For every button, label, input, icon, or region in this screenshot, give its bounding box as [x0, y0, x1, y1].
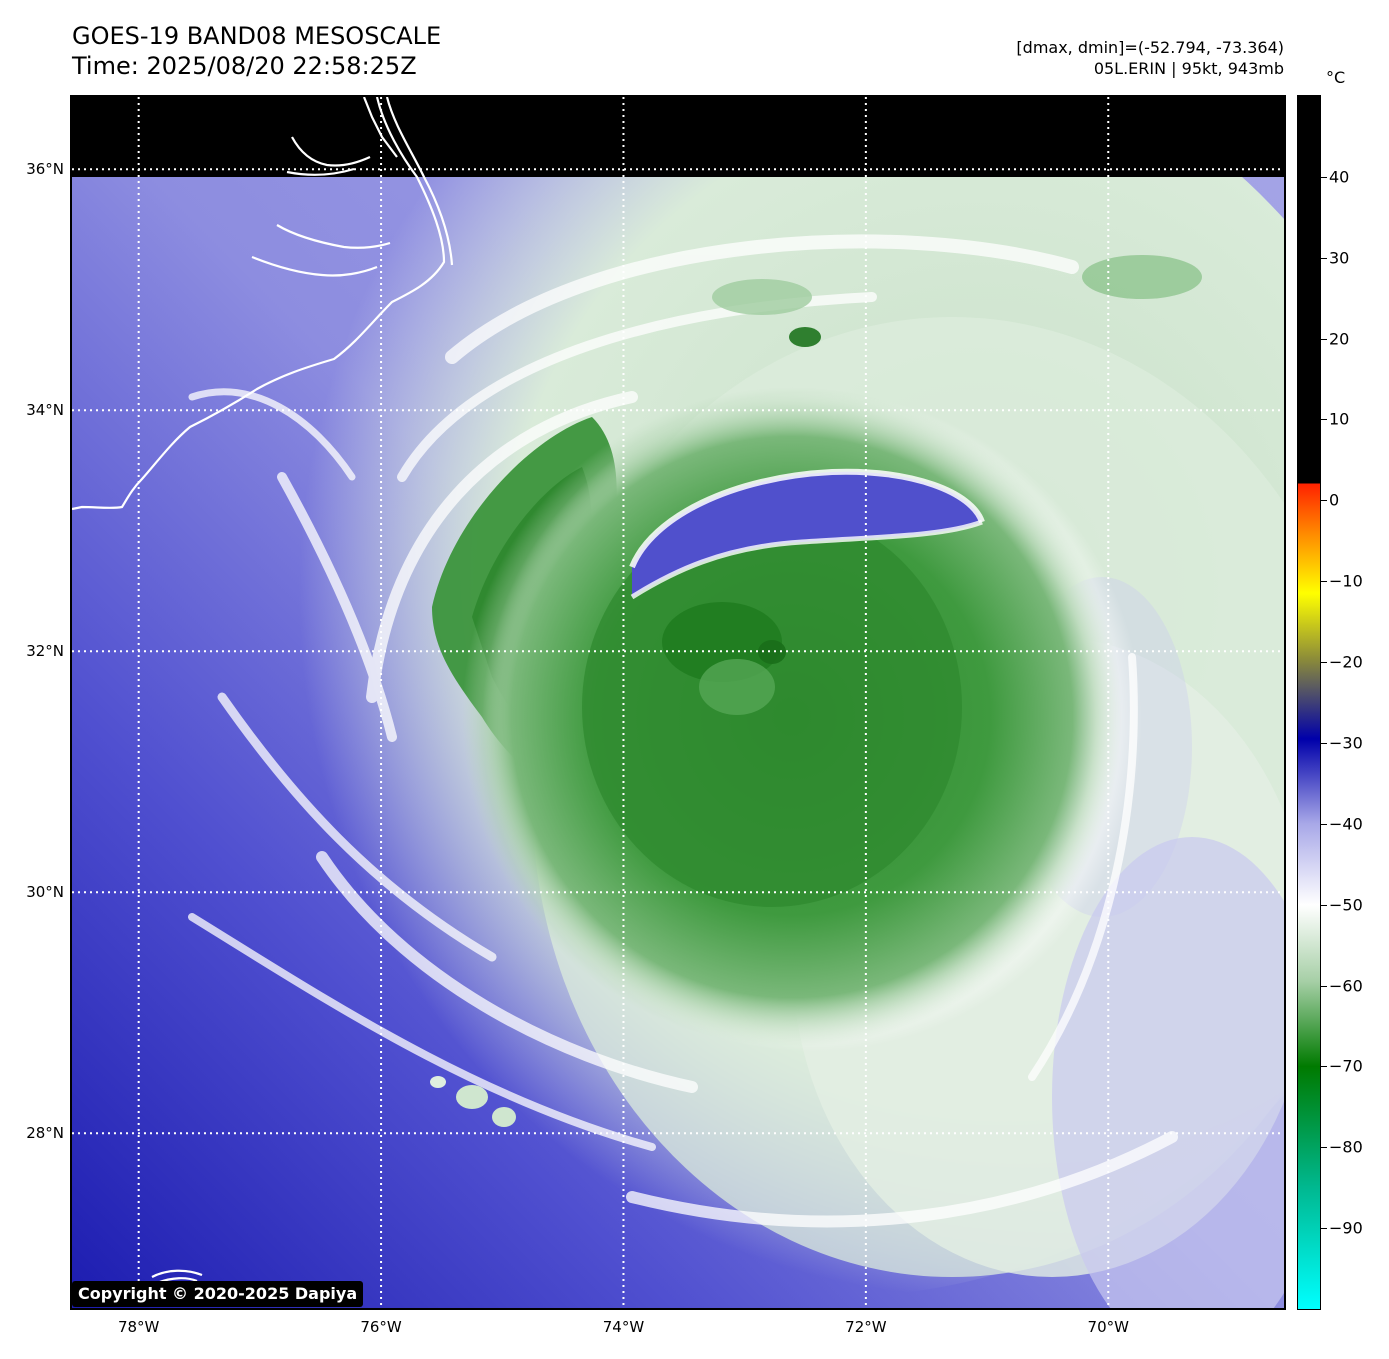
figure-title: GOES-19 BAND08 MESOSCALE: [72, 22, 442, 50]
colorbar-label: 40: [1329, 167, 1350, 187]
colorbar-tick: [1321, 823, 1327, 825]
colorbar-label: −50: [1329, 895, 1363, 915]
colorbar-label: −90: [1329, 1218, 1363, 1238]
colorbar-label: 0: [1329, 490, 1340, 510]
colorbar-tick: [1321, 985, 1327, 987]
colorbar-label: −30: [1329, 733, 1363, 753]
colorbar-tick: [1321, 500, 1327, 502]
colorbar-tick: [1321, 1066, 1327, 1068]
lat-label-28n: 28°N: [26, 1124, 64, 1143]
temperature-colorbar: [1297, 95, 1321, 1310]
lat-label-34n: 34°N: [26, 401, 64, 420]
colorbar-label: −80: [1329, 1137, 1363, 1157]
colorbar-tick: [1321, 1228, 1327, 1230]
no-data-region: [72, 97, 1284, 177]
colorbar-tick: [1321, 581, 1327, 583]
colorbar-tick: [1321, 419, 1327, 421]
colorbar-label: 30: [1329, 248, 1350, 268]
colorbar-tick: [1321, 742, 1327, 744]
colorbar-label: 20: [1329, 329, 1350, 349]
coastline: [72, 97, 454, 1285]
copyright-notice: Copyright © 2020-2025 Dapiya: [72, 1281, 364, 1307]
lon-label-72w: 72°W: [845, 1318, 887, 1336]
colorbar-tick: [1321, 257, 1327, 259]
colorbar-label: −40: [1329, 814, 1363, 834]
lon-label-70w: 70°W: [1087, 1318, 1129, 1336]
colorbar-tick: [1321, 338, 1327, 340]
lon-label-76w: 76°W: [360, 1318, 402, 1336]
colorbar-label: −10: [1329, 571, 1363, 591]
colorbar-label: −20: [1329, 652, 1363, 672]
storm-info: 05L.ERIN | 95kt, 943mb: [1093, 59, 1284, 78]
colorbar-tick: [1321, 662, 1327, 664]
figure-timestamp: Time: 2025/08/20 22:58:25Z: [72, 52, 417, 80]
dry-slot: [632, 471, 982, 597]
colorbar-label: −60: [1329, 976, 1363, 996]
lat-label-36n: 36°N: [26, 160, 64, 179]
colorbar-gradient: [1298, 96, 1320, 1309]
colorbar-tick: [1321, 176, 1327, 178]
storm-eye-region: [699, 659, 775, 715]
lat-label-30n: 30°N: [26, 883, 64, 902]
data-range-info: [dmax, dmin]=(-52.794, -73.364): [1016, 38, 1284, 57]
colorbar-tick: [1321, 904, 1327, 906]
lon-label-74w: 74°W: [602, 1318, 645, 1336]
lat-lon-gridlines: [72, 97, 1284, 1308]
satellite-map: [70, 95, 1286, 1310]
colorbar-tick: [1321, 1147, 1327, 1149]
lon-label-78w: 78°W: [117, 1318, 160, 1336]
colorbar-unit: °C: [1326, 68, 1346, 87]
lat-label-32n: 32°N: [26, 642, 64, 661]
colorbar-label: 10: [1329, 409, 1350, 429]
colorbar-label: −70: [1329, 1056, 1363, 1076]
